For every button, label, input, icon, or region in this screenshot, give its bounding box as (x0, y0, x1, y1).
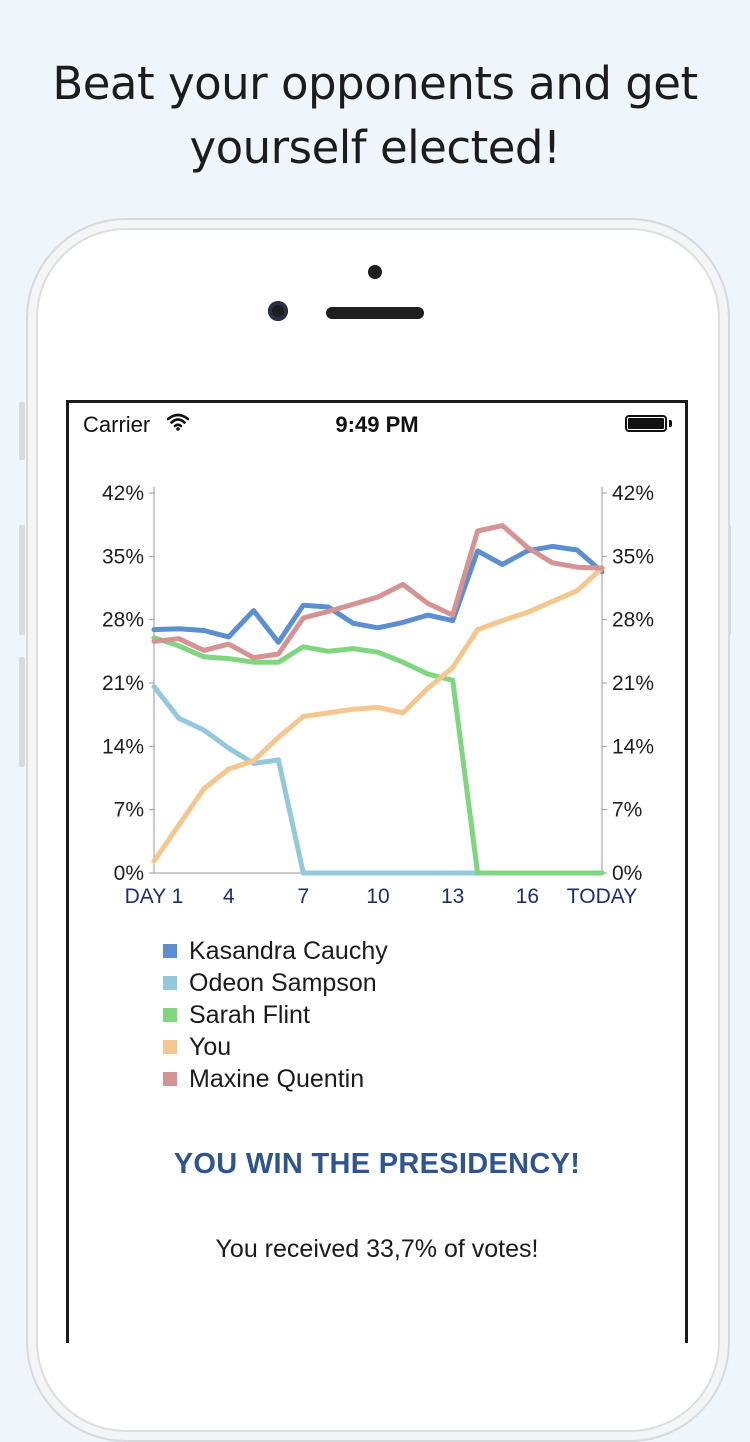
y-tick-label-left: 14% (102, 735, 144, 758)
battery-tip (669, 420, 672, 427)
mute-switch (19, 402, 25, 460)
x-tick-label: 13 (441, 885, 464, 908)
series-line-odeon-sampson (151, 684, 605, 876)
wifi-icon (166, 413, 190, 436)
legend-item-maxine-quentin: Maxine Quentin (163, 1063, 388, 1095)
legend-item-you: You (163, 1031, 388, 1063)
y-tick-label-left: 42% (102, 482, 144, 505)
series-line-maxine-quentin (151, 523, 605, 661)
x-tick-label: DAY 1 (125, 885, 184, 908)
legend-label: Maxine Quentin (189, 1064, 365, 1093)
y-tick-label-left: 35% (102, 545, 144, 568)
x-tick-label: 4 (223, 885, 235, 908)
app-screen: Carrier 9:49 PM 42% 42% 35% 35% 28% 28% 21% 21%… (66, 400, 688, 1343)
front-camera (268, 301, 288, 321)
battery-icon (625, 415, 667, 432)
legend-item-sarah-flint: Sarah Flint (163, 999, 388, 1031)
y-tick-label-right: 21% (612, 672, 654, 695)
y-tick-label-right: 42% (612, 482, 654, 505)
headline: Beat your opponents and get yourself ele… (0, 52, 750, 180)
x-tick-label: 7 (297, 885, 309, 908)
legend-swatch (163, 944, 177, 958)
series-line-kasandra-cauchy (151, 543, 605, 645)
legend-label: Sarah Flint (189, 1000, 310, 1029)
x-tick-label: 16 (516, 885, 539, 908)
series-line-you (151, 565, 605, 864)
chart-legend: Kasandra Cauchy Odeon Sampson Sarah Flint Y… (163, 935, 388, 1095)
x-tick-label: 10 (366, 885, 389, 908)
y-tick-label-right: 28% (612, 609, 654, 632)
y-tick-label-left: 21% (102, 672, 144, 695)
volume-up-button (19, 525, 25, 635)
volume-down-button (19, 657, 25, 767)
legend-swatch (163, 976, 177, 990)
y-tick-label-right: 7% (612, 799, 642, 822)
legend-item-kasandra-cauchy: Kasandra Cauchy (163, 935, 388, 967)
carrier-label: Carrier (83, 412, 151, 437)
y-tick-label-right: 35% (612, 545, 654, 568)
status-bar: Carrier 9:49 PM (69, 403, 685, 443)
poll-chart: 42% 42%35% 35%28% 28%21% 21%14% 14%7% 7%0% 0%DA… (102, 482, 654, 908)
y-tick-label-right: 14% (612, 735, 654, 758)
legend-swatch (163, 1040, 177, 1054)
headline-line-1: Beat your opponents and get (52, 57, 698, 110)
headline-line-2: yourself elected! (189, 121, 561, 174)
result-title: YOU WIN THE PRESIDENCY! (173, 1148, 581, 1180)
y-tick-label-left: 7% (114, 799, 144, 822)
legend-label: Kasandra Cauchy (189, 936, 388, 965)
legend-label: You (189, 1032, 232, 1061)
x-tick-label: TODAY (567, 885, 637, 908)
y-tick-label-left: 0% (114, 862, 144, 885)
y-tick-label-right: 0% (612, 862, 642, 885)
legend-label: Odeon Sampson (189, 968, 377, 997)
series-line-sarah-flint (151, 635, 605, 876)
status-time: 9:49 PM (335, 412, 419, 437)
legend-swatch (163, 1008, 177, 1022)
y-tick-label-left: 28% (102, 609, 144, 632)
legend-item-odeon-sampson: Odeon Sampson (163, 967, 388, 999)
earpiece-speaker (326, 307, 424, 319)
legend-swatch (163, 1072, 177, 1086)
result-message: You received 33,7% of votes! (215, 1235, 539, 1263)
proximity-sensor (368, 265, 382, 279)
